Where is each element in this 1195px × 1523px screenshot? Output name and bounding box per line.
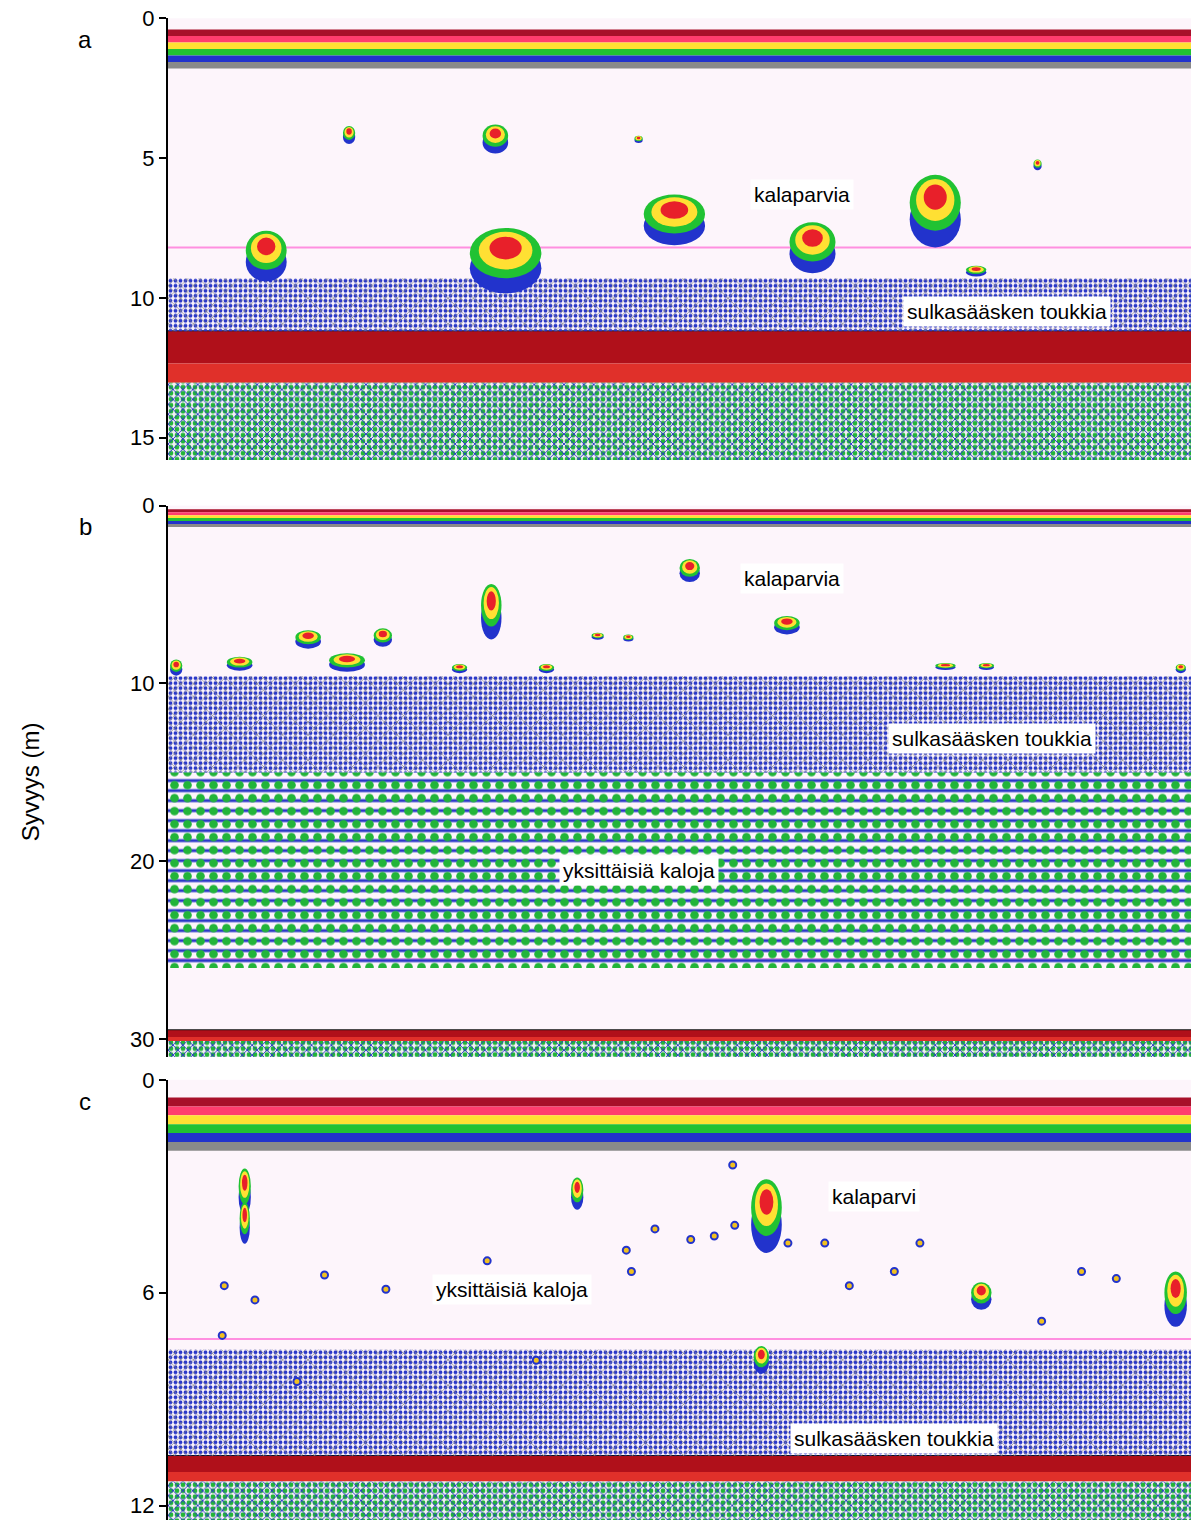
svg-text:b: b [79,513,92,540]
svg-text:6: 6 [142,1280,154,1305]
svg-text:30: 30 [130,1027,154,1052]
svg-text:0: 0 [142,1068,154,1093]
svg-text:Syvyys (m): Syvyys (m) [17,723,44,842]
svg-text:sulkasääsken toukkia: sulkasääsken toukkia [794,1427,994,1450]
svg-text:15: 15 [130,425,154,450]
svg-text:kalaparvia: kalaparvia [754,183,850,206]
svg-text:a: a [78,26,92,53]
svg-text:10: 10 [130,286,154,311]
svg-text:sulkasääsken toukkia: sulkasääsken toukkia [907,300,1107,323]
svg-text:kalaparvia: kalaparvia [744,567,840,590]
svg-text:10: 10 [130,671,154,696]
svg-text:12: 12 [130,1493,154,1518]
svg-text:kalaparvi: kalaparvi [832,1185,916,1208]
svg-text:0: 0 [142,6,154,31]
svg-text:0: 0 [142,493,154,518]
svg-text:c: c [79,1088,91,1115]
svg-text:yksittäisiä kaloja: yksittäisiä kaloja [563,859,715,882]
svg-text:20: 20 [130,849,154,874]
svg-text:yksittäisiä kaloja: yksittäisiä kaloja [436,1278,588,1301]
svg-text:sulkasääsken toukkia: sulkasääsken toukkia [892,727,1092,750]
svg-text:5: 5 [142,146,154,171]
